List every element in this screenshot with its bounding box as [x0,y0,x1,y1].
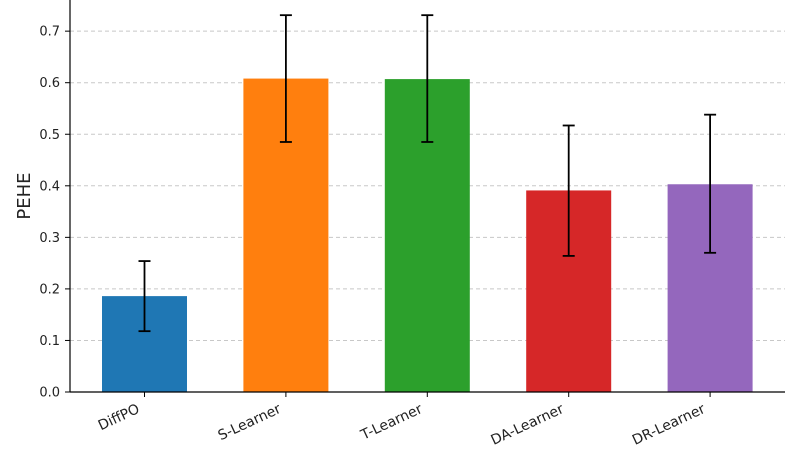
x-tick-label: DiffPO [96,401,142,434]
y-ticks: 0.0 0.1 0.2 0.3 0.4 0.5 0.6 0.7 [39,25,70,401]
y-tick-label: 0.1 [39,334,60,349]
error-bar-s-learner [279,14,292,143]
y-tick-label: 0.3 [39,231,60,246]
error-bar-diffpo [138,260,151,333]
y-tick-label: 0.7 [39,25,60,40]
error-bar-da-learner [562,124,575,257]
y-tick-label: 0.2 [39,282,60,297]
y-axis-label: PEHE [14,172,35,219]
error-bar-t-learner [421,14,434,143]
error-bars [138,14,717,333]
x-ticks: DiffPO S-Learner T-Learner DA-Learner DR-Lea… [96,392,711,449]
y-tick-label: 0.5 [39,128,60,143]
error-bar-dr-learner [704,113,717,254]
x-tick-label: DA-Learner [489,401,567,449]
y-tick-label: 0.0 [39,386,60,401]
y-tick-label: 0.4 [39,179,60,194]
x-tick-label: DR-Learner [630,401,708,449]
x-tick-label: T-Learner [358,401,426,444]
y-tick-label: 0.6 [39,76,60,91]
x-tick-label: S-Learner [216,401,284,444]
